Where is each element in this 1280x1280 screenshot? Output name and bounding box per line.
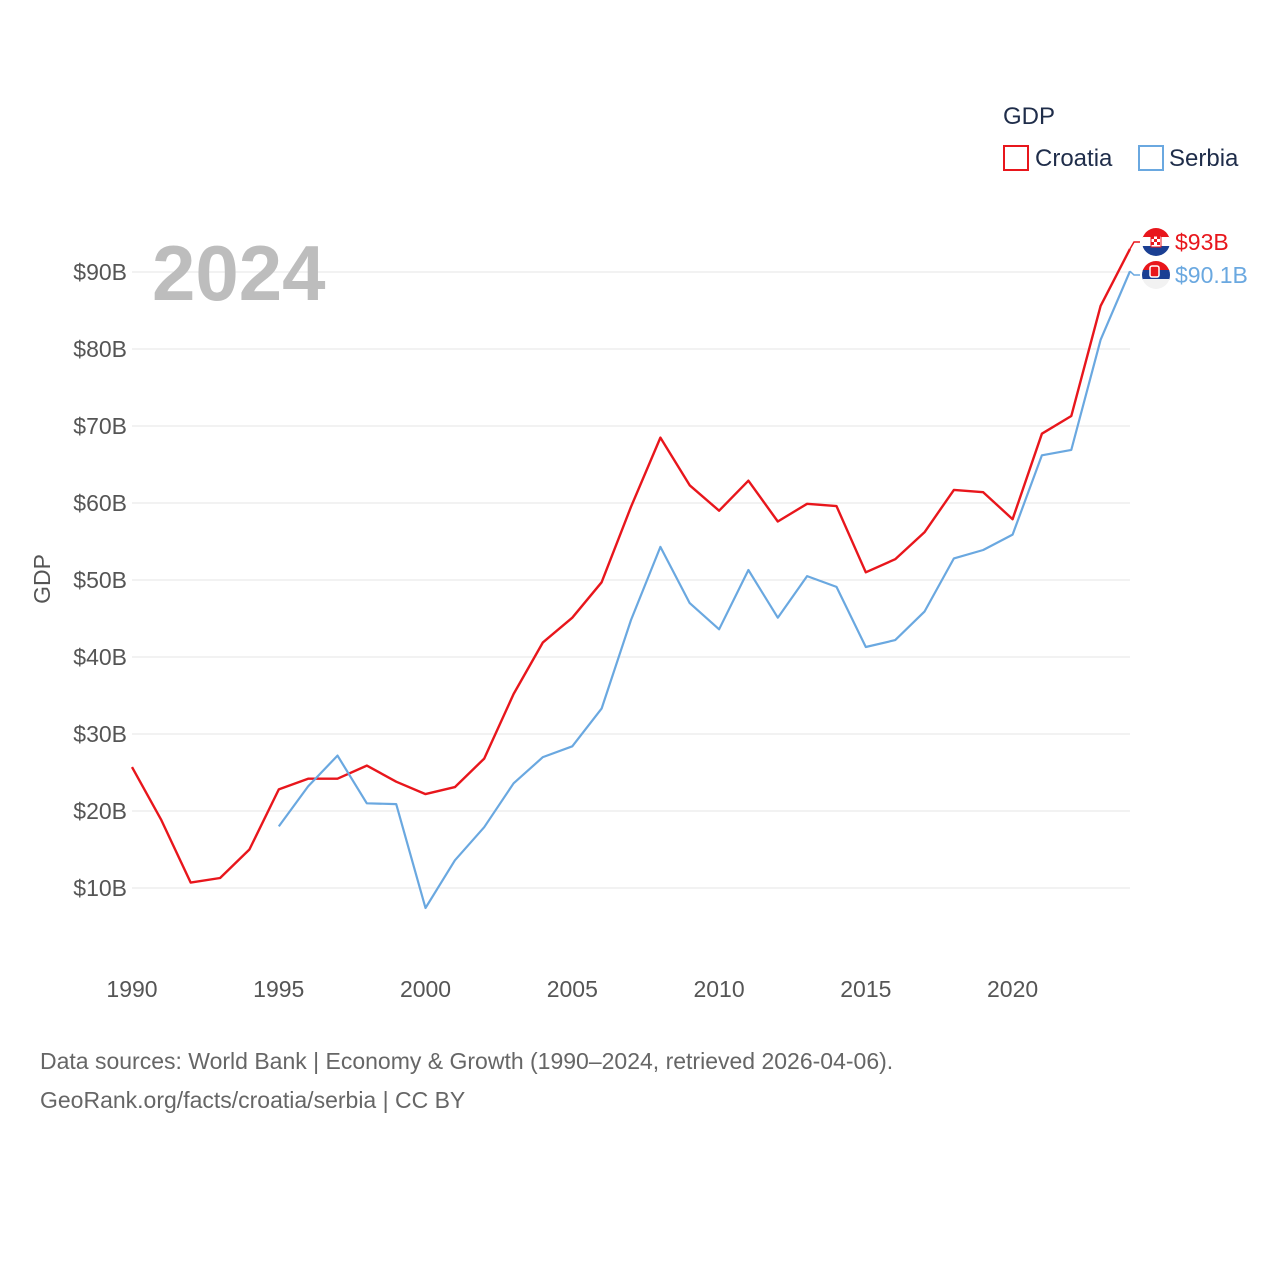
source-line-2: GeoRank.org/facts/croatia/serbia | CC BY	[40, 1087, 466, 1113]
croatia-flag-icon	[1142, 228, 1170, 256]
y-tick-label: $60B	[73, 490, 127, 516]
series-lines	[130, 248, 1132, 910]
legend-swatch-croatia	[1003, 145, 1029, 171]
serbia-flag-icon	[1142, 261, 1170, 289]
end-labels: $93B $90.1B	[1129, 229, 1248, 288]
series-line-serbia	[277, 270, 1132, 910]
end-label-croatia: $93B	[1175, 229, 1229, 255]
x-tick-label: 1995	[253, 976, 304, 1002]
end-connector-croatia	[1129, 241, 1140, 250]
source-line-1: Data sources: World Bank | Economy & Gro…	[40, 1048, 894, 1074]
legend-title: GDP	[1003, 103, 1055, 130]
y-tick-label: $70B	[73, 413, 127, 439]
y-tick-label: $90B	[73, 259, 127, 285]
y-tick-label: $40B	[73, 644, 127, 670]
legend-swatch-serbia	[1138, 145, 1164, 171]
legend: GDP Croatia Serbia	[1003, 103, 1239, 172]
y-tick-label: $50B	[73, 567, 127, 593]
end-label-serbia: $90.1B	[1175, 262, 1248, 288]
legend-label-croatia: Croatia	[1035, 145, 1113, 172]
legend-item-croatia[interactable]: Croatia	[1003, 145, 1113, 172]
x-tick-label: 1990	[106, 976, 157, 1002]
y-tick-label: $80B	[73, 336, 127, 362]
series-line-croatia	[130, 248, 1132, 884]
y-axis-label: GDP	[29, 554, 55, 604]
x-tick-label: 2005	[547, 976, 598, 1002]
highlight-year: 2024	[152, 229, 326, 317]
end-connector-serbia	[1129, 270, 1140, 276]
x-axis-ticks: 1990 1995 2000 2005 2010 2015 2020	[106, 976, 1038, 1002]
y-tick-label: $30B	[73, 721, 127, 747]
data-source-footer: Data sources: World Bank | Economy & Gro…	[40, 1042, 893, 1120]
x-tick-label: 2015	[840, 976, 891, 1002]
y-axis-ticks: $10B $20B $30B $40B $50B $60B $70B $80B $90B	[73, 259, 127, 901]
legend-item-serbia[interactable]: Serbia	[1138, 145, 1239, 172]
x-tick-label: 2010	[693, 976, 744, 1002]
y-tick-label: $10B	[73, 875, 127, 901]
y-tick-label: $20B	[73, 798, 127, 824]
legend-label-serbia: Serbia	[1169, 145, 1239, 172]
x-tick-label: 2020	[987, 976, 1038, 1002]
gridlines	[132, 271, 1130, 889]
x-tick-label: 2000	[400, 976, 451, 1002]
